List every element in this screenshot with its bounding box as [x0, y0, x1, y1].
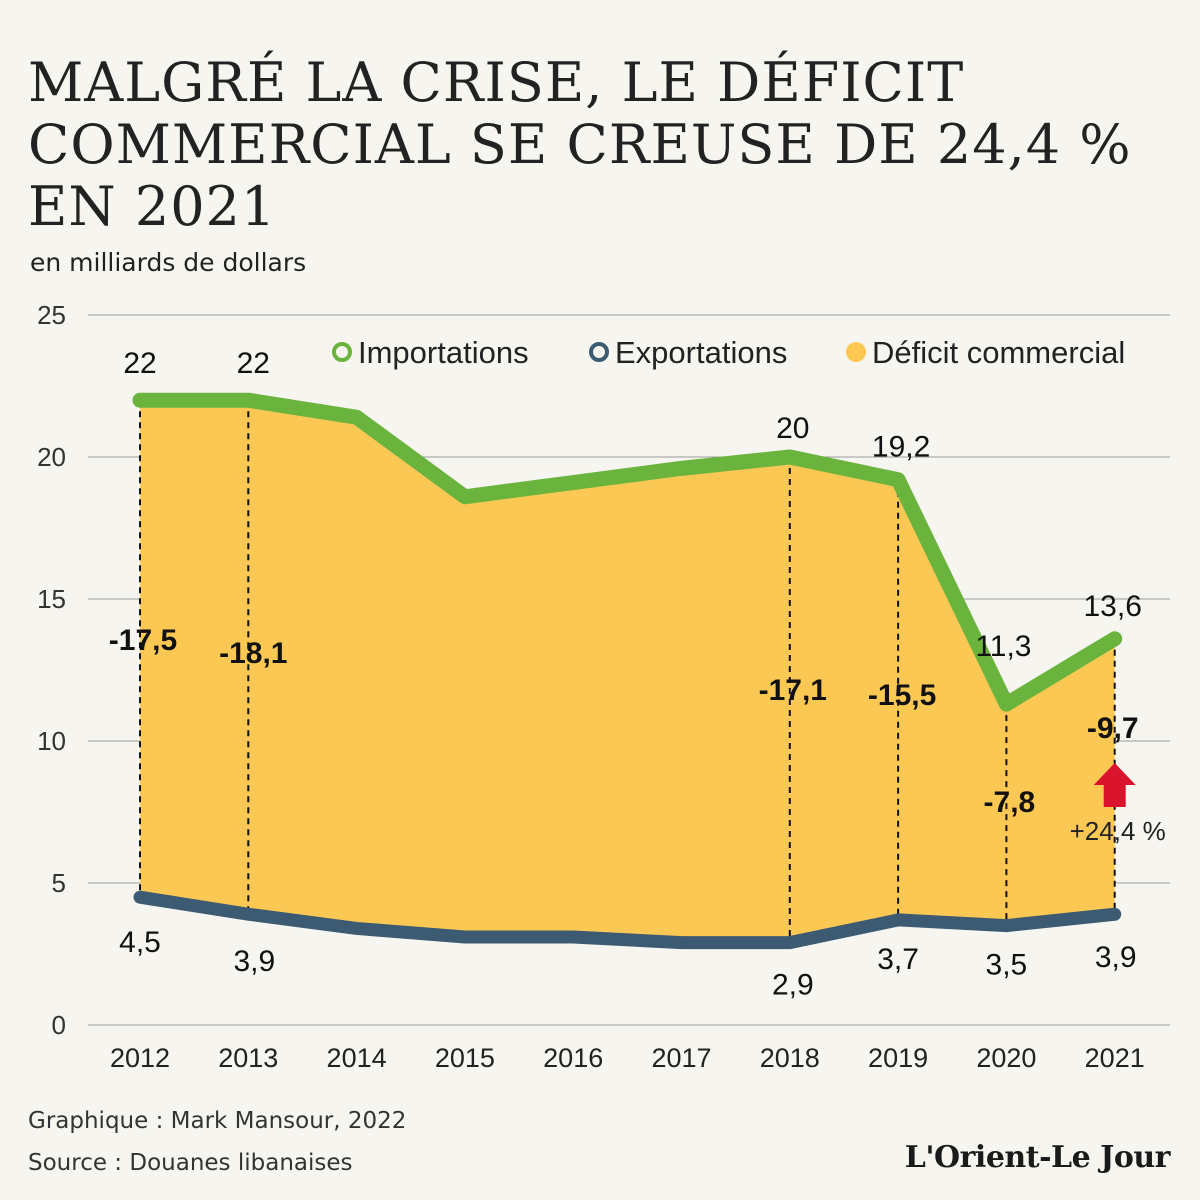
y-tick-label: 20: [37, 442, 66, 472]
imports-label-2021: 13,6: [1084, 590, 1142, 623]
y-tick-label: 0: [52, 1010, 66, 1040]
y-tick-label: 5: [52, 868, 66, 898]
x-tick-label-2012: 2012: [110, 1043, 170, 1073]
x-tick-label-2014: 2014: [327, 1043, 387, 1073]
imports-label-2012: 22: [123, 347, 156, 380]
x-tick-label-2017: 2017: [651, 1043, 711, 1073]
imports-label-2019: 19,2: [872, 431, 930, 464]
legend-marker-importations: [332, 342, 352, 362]
exports-label-2013: 3,9: [233, 945, 275, 978]
publisher-logo: L'Orient-Le Jour: [904, 1140, 1171, 1175]
imports-line: [132, 392, 1123, 712]
unit-subtitle: en milliards de dollars: [30, 248, 307, 277]
legend-marker-exportations: [589, 342, 609, 362]
imports-label-2018: 20: [776, 412, 809, 445]
chart-title: MALGRÉ LA CRISE, LE DÉFICIT COMMERCIAL S…: [28, 52, 1148, 238]
x-tick-label-2019: 2019: [868, 1043, 928, 1073]
x-tick-label-2021: 2021: [1085, 1043, 1145, 1073]
exports-label-2018: 2,9: [772, 969, 814, 1002]
exports-line: [133, 890, 1122, 950]
deficit-label-2013: -18,1: [219, 637, 287, 670]
up-arrow-icon: [1093, 763, 1136, 807]
exports-label-2012: 4,5: [119, 926, 161, 959]
deficit-label-2012: -17,5: [109, 624, 177, 657]
deficit-area: [140, 400, 1115, 943]
legend-label-importations: Importations: [358, 335, 529, 370]
deficit-label-2019: -15,5: [868, 679, 936, 712]
exports-label-2020: 3,5: [986, 949, 1028, 982]
deficit-label-2018: -17,1: [759, 674, 827, 707]
imports-label-2013: 22: [237, 347, 270, 380]
exports-label-2019: 3,7: [877, 943, 919, 976]
x-tick-label-2020: 2020: [976, 1043, 1036, 1073]
x-tick-label-2015: 2015: [435, 1043, 495, 1073]
deficit-label-2020: -7,8: [984, 786, 1036, 819]
x-tick-label-2018: 2018: [760, 1043, 820, 1073]
exports-label-2021: 3,9: [1095, 941, 1137, 974]
title-line-1: MALGRÉ LA CRISE, LE DÉFICIT: [28, 51, 965, 114]
title-line-2: COMMERCIAL SE CREUSE DE 24,4 %: [28, 113, 1132, 176]
source-credit: Source : Douanes libanaises: [28, 1150, 353, 1176]
x-tick-label-2013: 2013: [218, 1043, 278, 1073]
y-tick-label: 25: [37, 300, 66, 330]
legend-label-deficit-commercial: Déficit commercial: [872, 335, 1125, 370]
legend-marker-deficit-commercial: [846, 342, 866, 362]
y-tick-label: 15: [37, 584, 66, 614]
imports-label-2020: 11,3: [975, 630, 1031, 663]
trade-chart: 0 5 10 15 20 25 2012 2013 2014 2015 2016 2017 2018 20…: [37, 300, 1170, 1073]
graphic-credit: Graphique : Mark Mansour, 2022: [28, 1108, 407, 1134]
x-tick-label-2016: 2016: [543, 1043, 603, 1073]
change-annotation: +24,4 %: [1070, 816, 1166, 846]
title-line-3: EN 2021: [28, 175, 277, 238]
legend-label-exportations: Exportations: [615, 335, 787, 370]
deficit-label-2021: -9,7: [1087, 712, 1139, 745]
y-tick-label: 10: [37, 726, 66, 756]
